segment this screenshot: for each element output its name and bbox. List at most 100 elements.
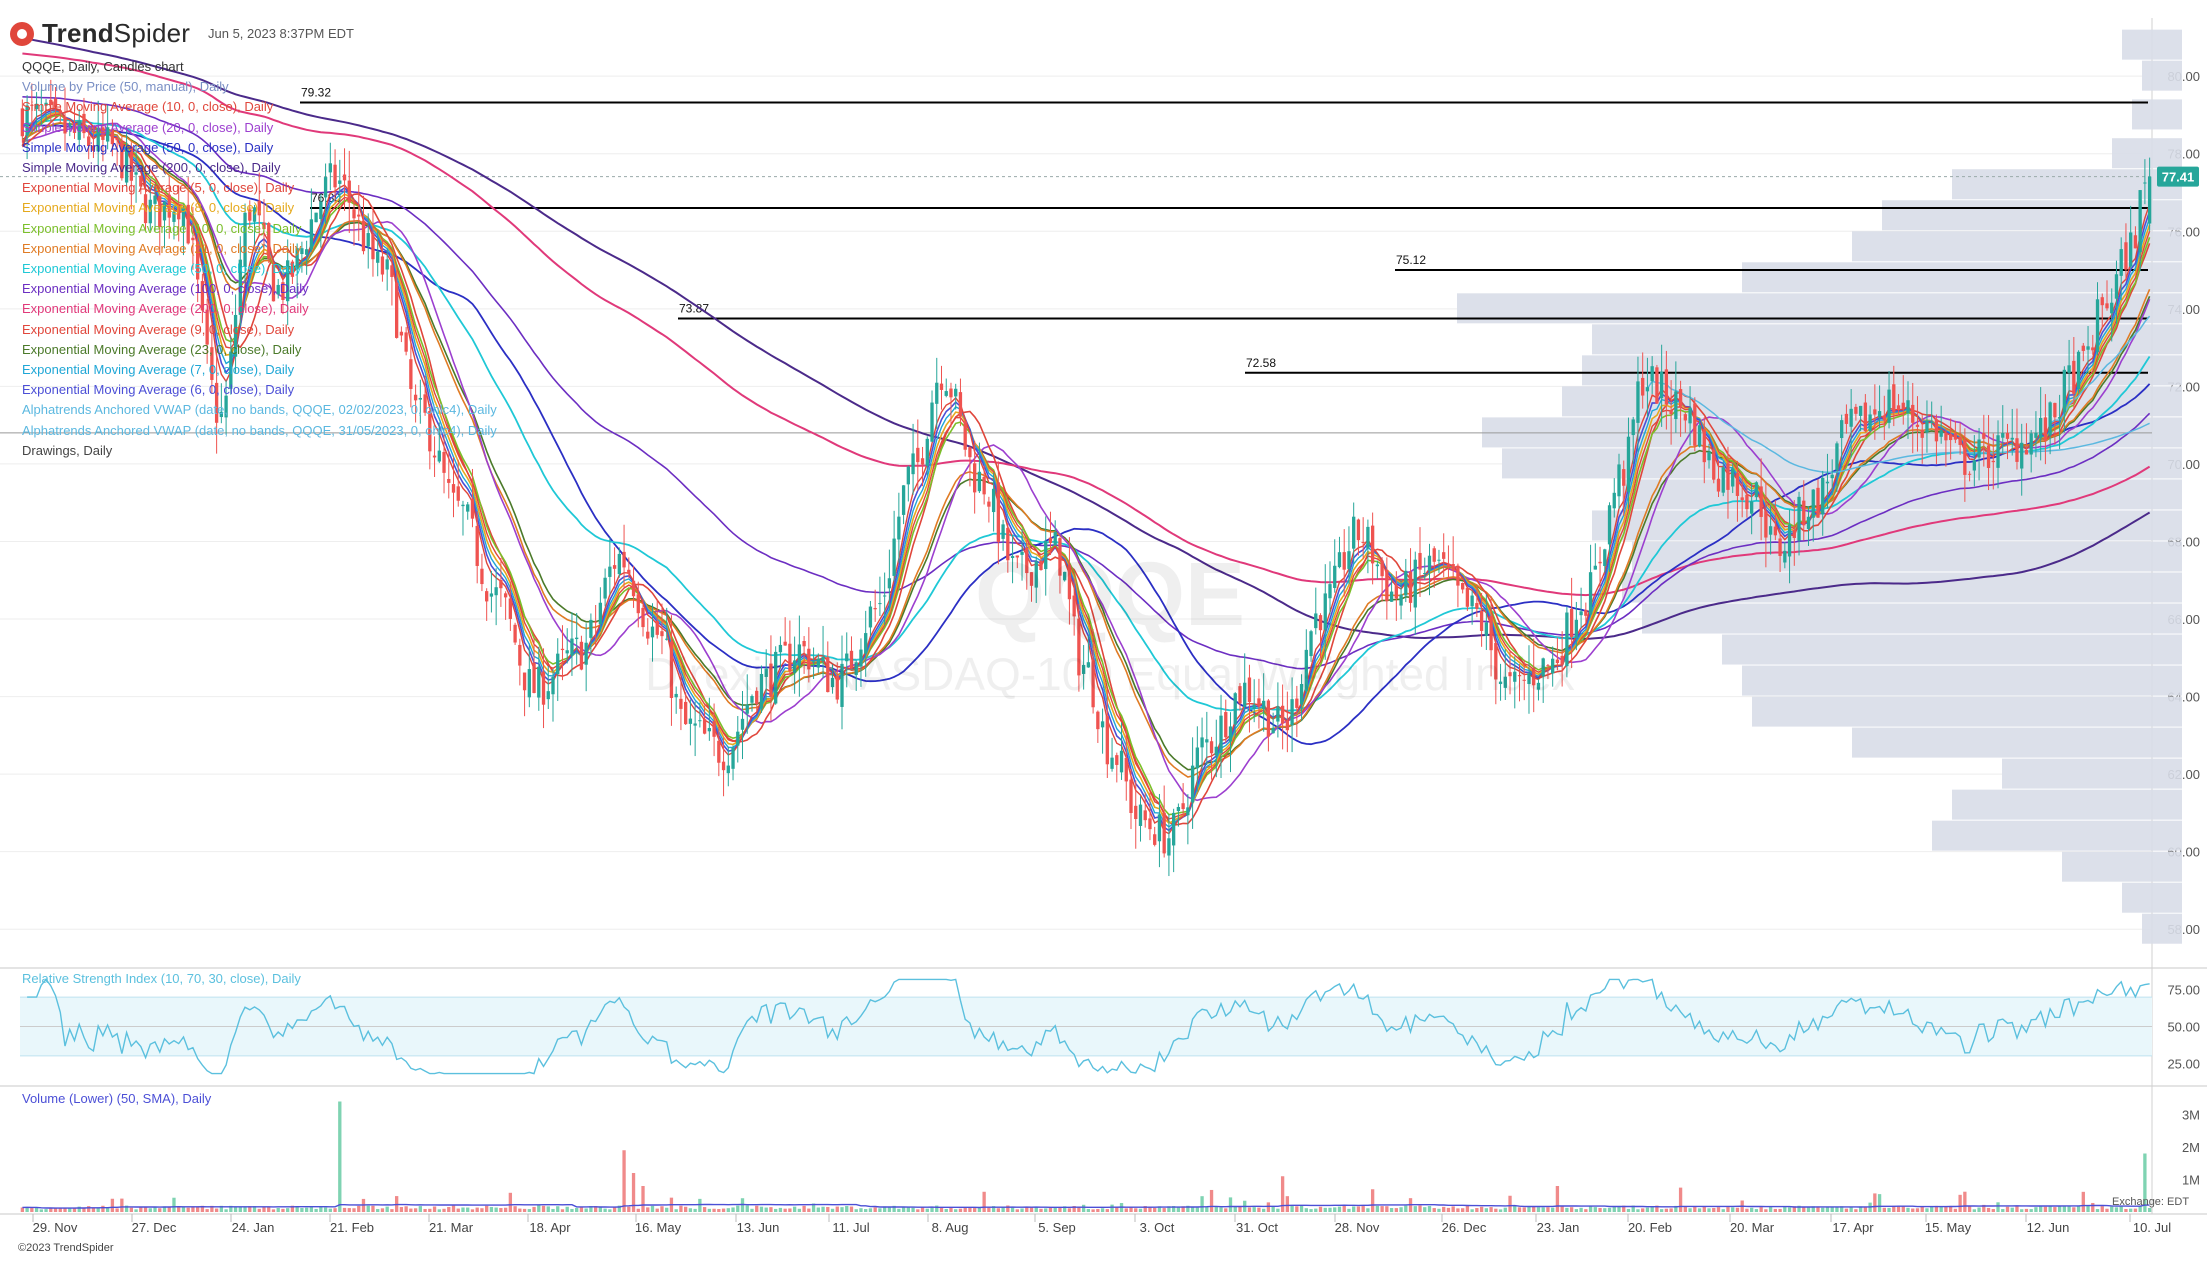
candle-body bbox=[1352, 516, 1356, 549]
candle-body bbox=[1749, 501, 1754, 514]
volume-panel-label[interactable]: Volume (Lower) (50, SMA), Daily bbox=[22, 1091, 212, 1106]
indicator-legend-item[interactable]: Drawings, Daily bbox=[22, 442, 113, 458]
time-axis-label: 29. Nov bbox=[33, 1220, 78, 1235]
candle-body bbox=[338, 180, 342, 184]
volume-bar bbox=[158, 1208, 162, 1212]
volume-bar bbox=[399, 1207, 404, 1212]
candle-body bbox=[30, 104, 34, 106]
candle-body bbox=[1276, 706, 1280, 722]
candle-body bbox=[1915, 424, 1920, 427]
volume-bar bbox=[811, 1203, 816, 1212]
indicator-legend-item[interactable]: Exponential Moving Average (9, 0, close)… bbox=[22, 321, 295, 337]
candle-body bbox=[1058, 538, 1062, 576]
candle-body bbox=[1252, 704, 1256, 710]
indicator-legend-item[interactable]: Exponential Moving Average (10, 0, close… bbox=[22, 220, 302, 236]
candle-body bbox=[1091, 659, 1095, 708]
volume-bar bbox=[683, 1206, 688, 1212]
candle-body bbox=[2053, 402, 2057, 418]
candle-body bbox=[1432, 548, 1436, 562]
volume-bar bbox=[238, 1206, 242, 1212]
candle-body bbox=[617, 553, 621, 575]
candle-body bbox=[996, 482, 1001, 542]
volume-bar bbox=[319, 1206, 323, 1212]
indicator-legend-item[interactable]: Exponential Moving Average (23, 0, close… bbox=[22, 341, 302, 357]
volume-bar bbox=[854, 1209, 858, 1212]
volume-bar bbox=[622, 1150, 626, 1212]
volume-bar bbox=[1688, 1208, 1692, 1212]
volume-bar bbox=[120, 1198, 124, 1212]
volume-bar bbox=[1835, 1207, 1839, 1212]
volume-bar bbox=[376, 1209, 380, 1212]
indicator-legend-item[interactable]: Exponential Moving Average (100, 0, clos… bbox=[22, 281, 309, 297]
candle-body bbox=[627, 569, 631, 574]
volume-bar bbox=[257, 1208, 261, 1212]
volume-bar bbox=[437, 1209, 441, 1212]
volume-bar bbox=[2057, 1205, 2062, 1212]
volume-bar bbox=[1797, 1205, 1801, 1212]
candle-body bbox=[1498, 681, 1503, 685]
indicator-legend-item[interactable]: Exponential Moving Average (50, 0, close… bbox=[22, 261, 302, 277]
indicator-legend-item[interactable]: Exponential Moving Average (200, 0, clos… bbox=[22, 301, 309, 317]
volume-bar bbox=[1631, 1205, 1635, 1212]
volume-bar bbox=[1693, 1206, 1697, 1212]
volume-bar bbox=[1650, 1206, 1654, 1212]
candle-body bbox=[489, 593, 494, 597]
volume-bar bbox=[949, 1207, 953, 1212]
candle-body bbox=[1721, 467, 1725, 493]
indicator-legend-item[interactable]: Simple Moving Average (200, 0, close), D… bbox=[22, 160, 281, 176]
candle-body bbox=[134, 172, 138, 175]
candle-body bbox=[797, 644, 802, 666]
volume-bar bbox=[2081, 1191, 2085, 1212]
candle-body bbox=[361, 220, 366, 252]
volume-bar bbox=[1494, 1208, 1498, 1212]
indicator-legend-item[interactable]: Alphatrends Anchored VWAP (date, no band… bbox=[22, 402, 497, 418]
volume-bar bbox=[451, 1205, 456, 1212]
indicator-legend-item[interactable]: Exponential Moving Average (6, 0, close)… bbox=[22, 382, 295, 398]
candle-body bbox=[1858, 405, 1863, 416]
symbol-line[interactable]: QQQE, Daily, Candles chart bbox=[22, 59, 184, 74]
volume-bar bbox=[2034, 1207, 2038, 1212]
candle-body bbox=[882, 595, 887, 597]
indicator-legend-item[interactable]: Simple Moving Average (10, 0, close), Da… bbox=[22, 99, 274, 115]
volume-bar bbox=[2043, 1206, 2048, 1212]
candle-body bbox=[177, 207, 181, 220]
volume-bar bbox=[1423, 1207, 1427, 1212]
volume-bar bbox=[892, 1205, 896, 1212]
volume-bar bbox=[196, 1206, 200, 1212]
indicator-legend-item[interactable]: Exponential Moving Average (5, 0, close)… bbox=[22, 180, 295, 196]
indicator-legend-item[interactable]: Simple Moving Average (20, 0, close), Da… bbox=[22, 119, 274, 135]
rsi-panel-label[interactable]: Relative Strength Index (10, 70, 30, clo… bbox=[22, 971, 301, 986]
candle-body bbox=[575, 637, 579, 640]
volume-bar bbox=[1086, 1208, 1091, 1212]
indicator-legend-item[interactable]: Alphatrends Anchored VWAP (date, no band… bbox=[22, 422, 497, 438]
volume-bar bbox=[1825, 1206, 1830, 1212]
volume-bar bbox=[300, 1208, 304, 1212]
volume-bar bbox=[792, 1206, 797, 1212]
candle-body bbox=[357, 214, 361, 217]
volume-bar bbox=[1560, 1205, 1564, 1212]
indicator-legend: QQQE, Daily, Candles chart Volume by Pri… bbox=[22, 57, 497, 461]
indicator-legend-item[interactable]: Volume by Price (50, manual), Daily bbox=[22, 79, 229, 95]
volume-bar bbox=[788, 1208, 792, 1212]
indicator-legend-item[interactable]: Exponential Moving Average (8, 0, close)… bbox=[22, 200, 295, 216]
candle-body bbox=[1939, 430, 1943, 437]
volume-bar bbox=[1858, 1206, 1863, 1212]
indicator-legend-item[interactable]: Simple Moving Average (50, 0, close), Da… bbox=[22, 139, 274, 155]
candle-body bbox=[527, 669, 531, 698]
volume-bar bbox=[693, 1208, 697, 1212]
candle-body bbox=[480, 568, 484, 585]
candle-body bbox=[2124, 242, 2128, 270]
volume-bar bbox=[1565, 1207, 1569, 1212]
volume-bar bbox=[996, 1208, 1001, 1212]
candle-body bbox=[2034, 432, 2038, 438]
volume-bar bbox=[1124, 1208, 1128, 1212]
indicator-legend-item[interactable]: Exponential Moving Average (21, 0, close… bbox=[22, 240, 302, 256]
candle-body bbox=[105, 127, 110, 142]
candle-body bbox=[2020, 442, 2024, 469]
volume-bar bbox=[1745, 1208, 1749, 1212]
candle-body bbox=[276, 284, 280, 295]
indicator-legend-item[interactable]: Exponential Moving Average (7, 0, close)… bbox=[22, 362, 295, 378]
volume-bar bbox=[1167, 1206, 1171, 1212]
